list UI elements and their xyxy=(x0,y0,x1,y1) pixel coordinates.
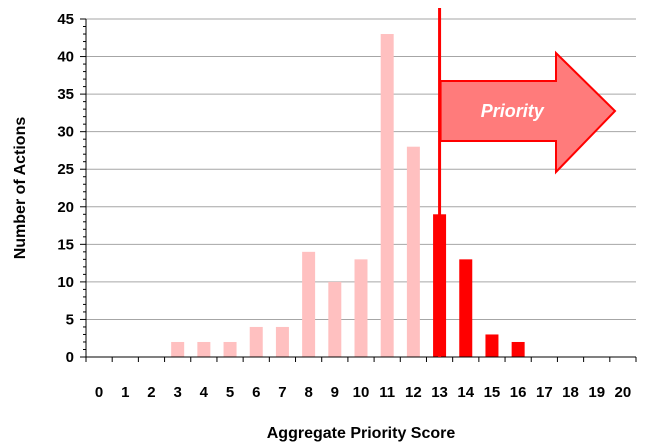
bar-11 xyxy=(380,34,394,358)
bar-6 xyxy=(249,326,263,357)
bar-16 xyxy=(511,341,525,357)
x-tick-label-14: 14 xyxy=(457,384,474,401)
x-tick-label-10: 10 xyxy=(353,384,370,401)
x-tick-label-11: 11 xyxy=(379,384,395,401)
bar-4 xyxy=(197,341,211,357)
y-tick-label-40: 40 xyxy=(57,49,74,66)
bar-7 xyxy=(275,326,289,357)
gridlines xyxy=(86,18,636,320)
x-tick-label-16: 16 xyxy=(510,384,527,401)
bars xyxy=(171,34,525,358)
x-axis-title: Aggregate Priority Score xyxy=(267,425,456,442)
axes xyxy=(80,18,637,362)
x-tick-label-15: 15 xyxy=(484,384,501,401)
x-tick-label-9: 9 xyxy=(331,384,339,401)
bar-9 xyxy=(328,281,342,357)
x-tick-label-5: 5 xyxy=(226,384,234,401)
x-tick-label-8: 8 xyxy=(304,384,312,401)
priority-label: Priority xyxy=(481,101,545,121)
y-axis-title: Number of Actions xyxy=(12,117,29,260)
x-tick-label-18: 18 xyxy=(562,384,579,401)
y-tick-label-25: 25 xyxy=(57,161,74,178)
bar-5 xyxy=(223,341,237,357)
y-tick-label-30: 30 xyxy=(57,124,74,141)
y-tick-label-45: 45 xyxy=(57,11,74,28)
bar-12 xyxy=(406,146,420,357)
priority-annotation: Priority xyxy=(438,8,617,357)
x-tick-label-1: 1 xyxy=(121,384,129,401)
y-tick-label-5: 5 xyxy=(66,311,74,328)
x-tick-label-0: 0 xyxy=(95,384,103,401)
x-tick-label-20: 20 xyxy=(615,384,632,401)
y-tick-label-15: 15 xyxy=(57,236,74,253)
y-tick-label-0: 0 xyxy=(66,349,74,366)
priority-arrow xyxy=(439,50,617,175)
x-tick-label-3: 3 xyxy=(173,384,181,401)
x-tick-label-4: 4 xyxy=(200,384,209,401)
y-tick-label-20: 20 xyxy=(57,199,74,216)
x-tick-label-7: 7 xyxy=(278,384,286,401)
y-tick-label-10: 10 xyxy=(57,274,74,291)
x-tick-label-6: 6 xyxy=(252,384,260,401)
x-tick-label-19: 19 xyxy=(588,384,605,401)
bar-14 xyxy=(459,259,473,357)
y-tick-label-35: 35 xyxy=(57,86,74,103)
x-tick-label-2: 2 xyxy=(147,384,155,401)
bar-10 xyxy=(354,259,368,357)
x-tick-label-17: 17 xyxy=(536,384,553,401)
x-tick-label-13: 13 xyxy=(431,384,448,401)
bar-8 xyxy=(302,251,316,357)
bar-3 xyxy=(171,341,185,357)
x-tick-label-12: 12 xyxy=(405,384,422,401)
bar-15 xyxy=(485,334,499,357)
